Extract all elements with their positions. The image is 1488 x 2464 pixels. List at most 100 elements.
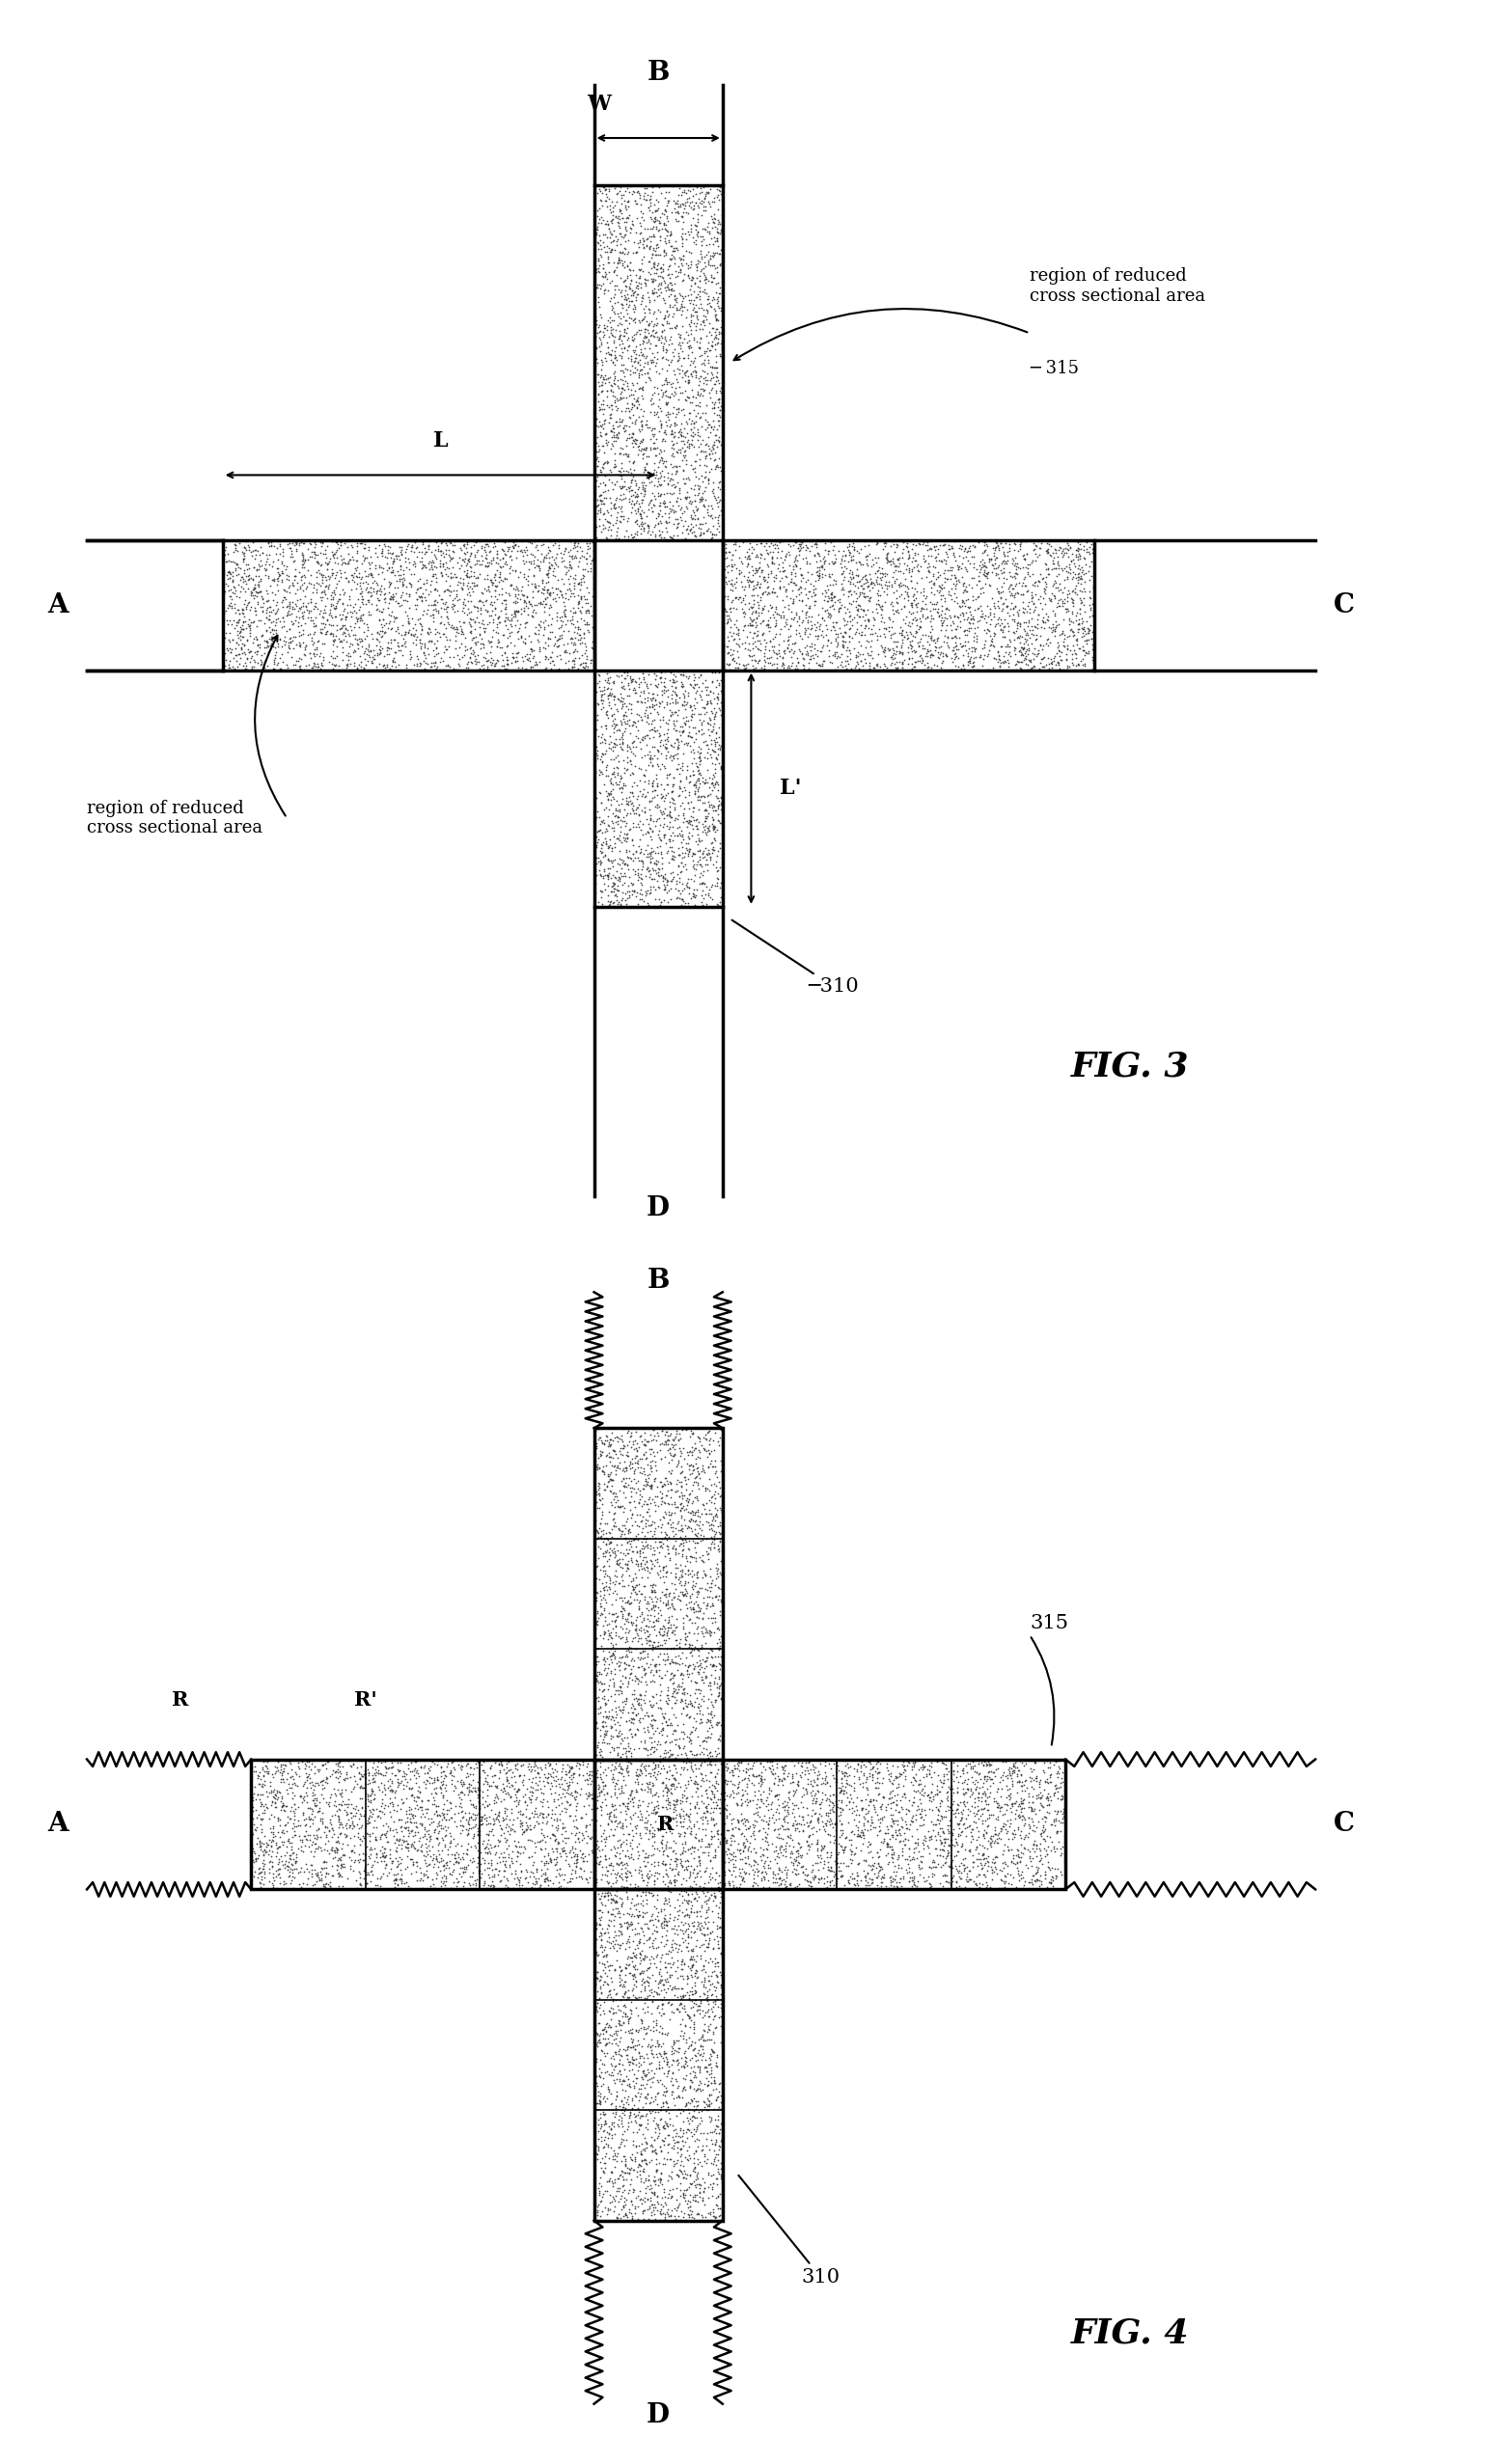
Point xyxy=(652,818,676,857)
Point xyxy=(665,498,689,537)
Point xyxy=(449,1747,473,1786)
Point xyxy=(679,2067,702,2107)
Point xyxy=(683,453,707,493)
Point xyxy=(588,480,612,520)
Point xyxy=(763,572,787,611)
Point xyxy=(763,614,787,653)
Point xyxy=(631,276,655,315)
Point xyxy=(493,1772,516,1811)
Point xyxy=(891,599,915,638)
Point xyxy=(610,1683,634,1722)
Point xyxy=(491,1814,515,1853)
Point xyxy=(667,392,690,431)
Point xyxy=(890,646,914,685)
Point xyxy=(469,1833,493,1873)
Point xyxy=(690,350,714,389)
Point xyxy=(668,187,692,227)
Point xyxy=(333,1818,357,1858)
Point xyxy=(387,1762,411,1801)
Point xyxy=(676,1764,699,1804)
Point xyxy=(673,2122,696,2161)
Point xyxy=(583,249,607,288)
Point xyxy=(1033,574,1056,614)
Point xyxy=(698,2055,722,2094)
Point xyxy=(478,1784,501,1823)
Point xyxy=(432,1774,455,1814)
Point xyxy=(622,251,646,291)
Point xyxy=(905,1762,929,1801)
Point xyxy=(628,335,652,375)
Point xyxy=(948,586,972,626)
Point xyxy=(304,606,327,646)
Point xyxy=(643,200,667,239)
Point xyxy=(982,1821,1006,1860)
Point xyxy=(405,1752,429,1791)
Point xyxy=(506,1749,530,1789)
Point xyxy=(632,680,656,719)
Point xyxy=(612,498,635,537)
Point xyxy=(815,1850,839,1890)
Point xyxy=(711,707,735,747)
Point xyxy=(677,320,701,360)
Point xyxy=(793,586,817,626)
Point xyxy=(518,1779,542,1818)
Point xyxy=(275,594,299,633)
Point xyxy=(707,407,731,446)
Point xyxy=(601,1727,625,1767)
Point xyxy=(940,1772,964,1811)
Point xyxy=(307,646,330,685)
Point xyxy=(851,1814,875,1853)
Point xyxy=(772,1759,796,1799)
Point xyxy=(1049,1833,1073,1873)
Point xyxy=(964,1838,988,1878)
Point xyxy=(951,1791,975,1831)
Point xyxy=(701,2033,725,2072)
Point xyxy=(704,791,728,830)
Point xyxy=(857,582,881,621)
Point xyxy=(275,572,299,611)
Point xyxy=(774,537,798,577)
Point xyxy=(679,1747,702,1786)
Point xyxy=(615,2055,638,2094)
Point xyxy=(603,1636,626,1676)
Point xyxy=(363,1801,387,1841)
Point xyxy=(649,517,673,557)
Point xyxy=(1045,1855,1068,1895)
Point xyxy=(598,1947,622,1986)
Point xyxy=(609,214,632,254)
Point xyxy=(705,1703,729,1742)
Point xyxy=(1058,527,1082,567)
Point xyxy=(591,1550,615,1589)
Point xyxy=(768,562,792,601)
Point xyxy=(653,485,677,525)
Point xyxy=(945,1789,969,1828)
Point xyxy=(970,1833,994,1873)
Point xyxy=(387,1843,411,1882)
Point xyxy=(610,1525,634,1565)
Point xyxy=(649,1671,673,1710)
Point xyxy=(618,1998,641,2038)
Point xyxy=(879,1757,903,1796)
Point xyxy=(693,1501,717,1540)
Point xyxy=(339,525,363,564)
Point xyxy=(664,222,687,261)
Point xyxy=(658,821,682,860)
Point xyxy=(396,1806,420,1846)
Point xyxy=(615,389,638,429)
Point xyxy=(301,1745,324,1784)
Point xyxy=(595,1419,619,1459)
Point xyxy=(668,239,692,278)
Point xyxy=(765,1777,789,1816)
Point xyxy=(247,557,271,596)
Point xyxy=(469,1801,493,1841)
Point xyxy=(671,192,695,232)
Point xyxy=(699,308,723,347)
Point xyxy=(632,1939,656,1979)
Point xyxy=(998,1759,1022,1799)
Point xyxy=(670,276,693,315)
Point xyxy=(516,564,540,604)
Point xyxy=(311,1801,335,1841)
Point xyxy=(610,367,634,407)
Point xyxy=(671,1801,695,1841)
Point xyxy=(626,776,650,816)
